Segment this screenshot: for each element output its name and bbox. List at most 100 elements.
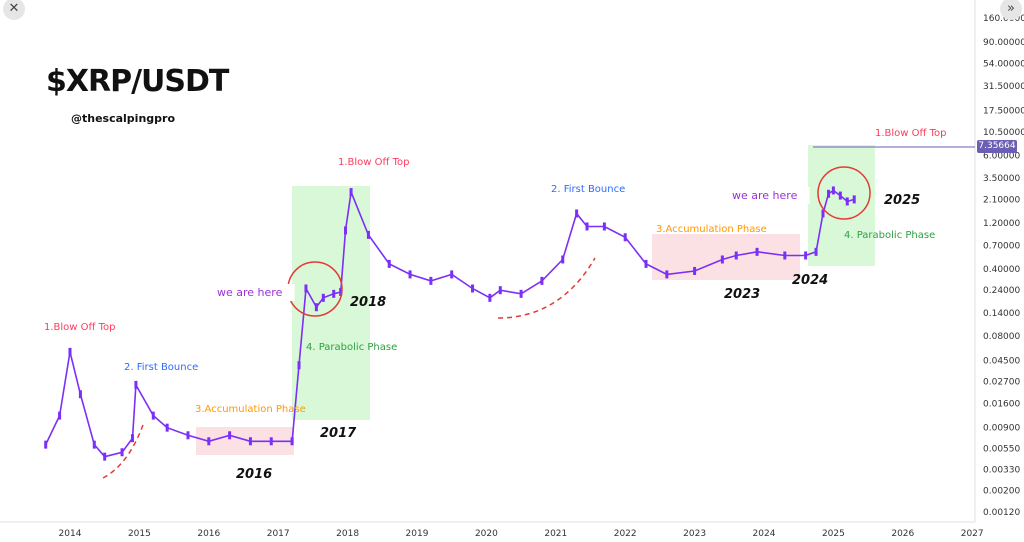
y-tick-label: 0.00330 [983,466,1020,476]
annotation-parabolic-1: 4. Parabolic Phase [306,342,397,353]
price-point [783,251,787,260]
we-are-here-circle-2025 [817,166,871,220]
price-point [814,247,818,256]
price-point [821,209,825,218]
x-tick-label: 2015 [128,529,151,539]
author-handle: @thescalpingpro [71,112,176,125]
price-point [44,440,48,449]
chart-title: $XRP/USDT [46,62,229,102]
x-tick-label: 2023 [683,529,706,539]
price-point [408,270,412,279]
bounce-curve-2020 [497,257,596,319]
price-point [349,188,353,197]
y-tick-label: 0.00120 [983,508,1020,518]
price-point [623,233,627,242]
price-point [540,276,544,285]
price-point [344,226,348,235]
price-point [92,440,96,449]
price-point [831,186,835,195]
x-tick-label: 2019 [406,529,429,539]
x-tick-label: 2018 [336,529,359,539]
price-point [838,191,842,200]
annotation-year-2016: 2016 [236,467,272,482]
price-point [498,286,502,295]
price-point [585,222,589,231]
y-tick-label: 0.40000 [983,265,1020,275]
price-point [519,289,523,298]
x-tick-label: 2022 [614,529,637,539]
close-button[interactable]: ✕ [3,0,25,20]
price-point [827,189,831,198]
close-icon: ✕ [8,1,20,16]
current-price-tag: 7.35664 [977,140,1017,153]
price-point [321,293,325,302]
price-point [845,197,849,206]
price-point [290,437,294,446]
double-chevron-right-icon: » [1007,1,1015,16]
annotation-accum-2: 3.Accumulation Phase [656,224,767,235]
parabolic-zone-2025 [808,145,875,266]
price-point [644,259,648,268]
price-point [734,251,738,260]
x-tick-label: 2026 [891,529,914,539]
price-point [332,289,336,298]
price-point [68,347,72,356]
annotation-bounce-1: 2. First Bounce [124,362,198,373]
price-point [186,431,190,440]
bounce-curve-2015 [102,424,144,479]
price-point [134,380,138,389]
price-point [665,270,669,279]
price-point [693,266,697,275]
price-point [314,303,318,312]
annotation-blow-off-1: 1.Blow Off Top [44,322,115,333]
y-tick-label: 0.14000 [983,309,1020,319]
price-point [120,448,124,457]
y-tick-label: 10.50000 [983,128,1024,138]
x-tick-label: 2014 [59,529,82,539]
price-point [304,284,308,293]
x-tick-label: 2017 [267,529,290,539]
x-tick-label: 2025 [822,529,845,539]
price-point [852,195,856,204]
price-point [561,255,565,264]
price-point [78,390,82,399]
y-tick-label: 0.24000 [983,286,1020,296]
y-tick-label: 54.00000 [983,59,1024,69]
annotation-year-2024: 2024 [792,273,828,288]
price-point [720,255,724,264]
price-point [429,276,433,285]
price-point [130,434,134,443]
price-point [471,284,475,293]
y-tick-label: 0.01600 [983,400,1020,410]
price-point [366,230,370,239]
annotation-parabolic-2: 4. Parabolic Phase [844,230,935,241]
y-tick-label: 0.08000 [983,332,1020,342]
price-point [450,270,454,279]
price-point [165,423,169,432]
y-tick-label: 17.50000 [983,107,1024,117]
y-tick-label: 90.00000 [983,38,1024,48]
annotation-we-here-1: we are here [217,286,283,299]
we-are-here-badge [727,187,810,204]
y-tick-label: 0.00200 [983,487,1020,497]
expand-panel-button[interactable]: » [1000,0,1022,20]
price-point [269,437,273,446]
price-point [248,437,252,446]
price-point [297,361,301,370]
y-tick-label: 31.50000 [983,82,1024,92]
price-point [804,251,808,260]
y-tick-label: 160.00000 [983,14,1024,24]
x-tick-label: 2021 [544,529,567,539]
price-point [228,431,232,440]
y-tick-label: 0.00900 [983,424,1020,434]
price-point [151,411,155,420]
x-tick-label: 2016 [197,529,220,539]
annotation-blow-off-3: 1.Blow Off Top [875,128,946,139]
annotation-we-here-2: we are here [732,189,798,202]
annotation-year-2017: 2017 [320,426,357,441]
y-tick-label: 1.20000 [983,219,1020,229]
y-tick-label: 2.10000 [983,195,1020,205]
price-point [575,209,579,218]
y-tick-label: 0.04500 [983,356,1020,366]
